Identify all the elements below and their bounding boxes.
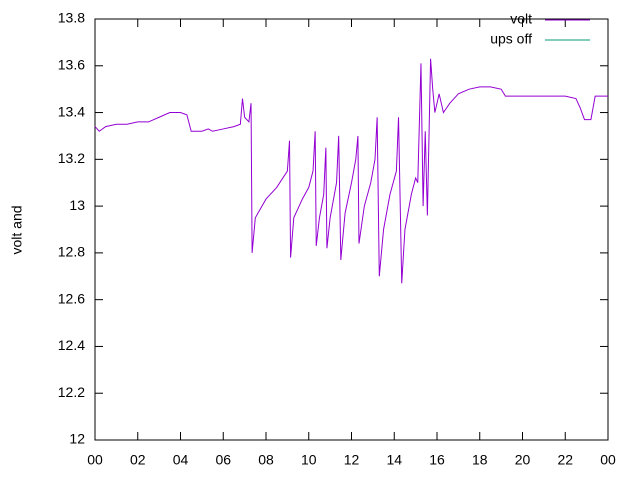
legend-label: ups off	[490, 31, 532, 47]
legend-label: volt	[510, 11, 532, 27]
y-tick-label: 13	[69, 197, 85, 213]
x-tick-label: 14	[386, 452, 402, 468]
y-tick-label: 12	[69, 431, 85, 447]
y-tick-label: 13.4	[58, 103, 85, 119]
y-axis-label: volt and	[9, 205, 25, 254]
x-tick-label: 10	[301, 452, 317, 468]
x-tick-label: 04	[173, 452, 189, 468]
x-tick-label: 00	[87, 452, 103, 468]
x-tick-label: 00	[600, 452, 616, 468]
plot-border	[94, 18, 609, 441]
x-tick-label: 20	[515, 452, 531, 468]
x-tick-label: 08	[258, 452, 274, 468]
y-tick-label: 12.6	[58, 290, 85, 306]
y-tick-label: 13.6	[58, 56, 85, 72]
y-tick-label: 12.8	[58, 244, 85, 260]
series-line	[94, 58, 608, 284]
x-tick-label: 12	[344, 452, 360, 468]
x-tick-label: 06	[215, 452, 231, 468]
x-tick-label: 02	[130, 452, 146, 468]
x-tick-label: 18	[472, 452, 488, 468]
y-tick-label: 13.2	[58, 150, 85, 166]
y-tick-label: 12.2	[58, 384, 85, 400]
y-tick-label: 12.4	[58, 337, 85, 353]
y-tick-label: 13.8	[58, 10, 85, 26]
x-tick-label: 22	[557, 452, 573, 468]
x-tick-label: 16	[429, 452, 445, 468]
